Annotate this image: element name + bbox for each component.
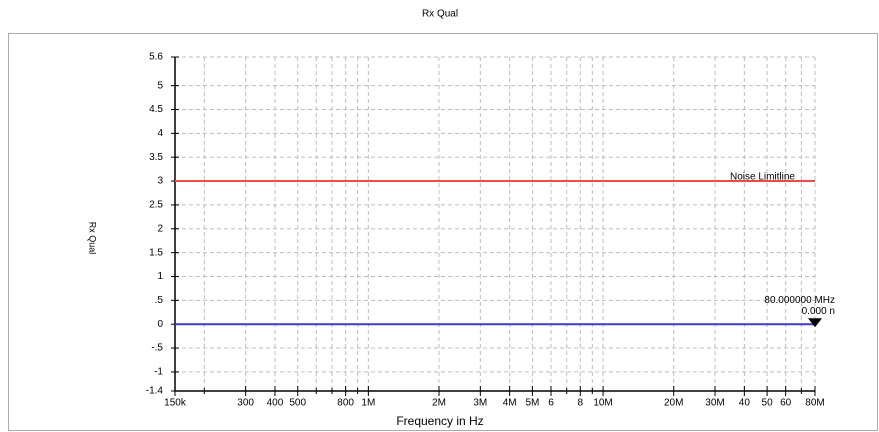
- x-tick-label: 2M: [432, 398, 446, 409]
- x-tick-label: 6: [548, 398, 554, 409]
- y-tick-label: 3.5: [149, 152, 163, 163]
- x-tick-label: 40: [739, 398, 751, 409]
- y-tick-label: 5: [157, 80, 163, 91]
- y-axis-label: Rx Qual: [88, 222, 98, 255]
- x-tick-label: 150k: [164, 398, 187, 409]
- x-tick-label: 400: [267, 398, 284, 409]
- y-tick-label: 4: [157, 128, 163, 139]
- x-tick-label: 8: [578, 398, 584, 409]
- marker-label: 80.000000 MHz: [764, 295, 835, 306]
- x-tick-label: 1M: [361, 398, 375, 409]
- x-axis-label: Frequency in Hz: [396, 414, 483, 428]
- x-tick-label: 500: [289, 398, 306, 409]
- y-tick-label: 1: [157, 271, 163, 282]
- marker-label: 0.000 n: [802, 306, 835, 317]
- chart-title: Rx Qual: [422, 9, 458, 20]
- y-tick-label: 0: [157, 319, 163, 330]
- marker: [808, 318, 822, 328]
- y-tick-label: -.5: [151, 343, 163, 354]
- x-tick-label: 3M: [473, 398, 487, 409]
- y-tick-label: -1: [154, 367, 163, 378]
- y-tick-label: 5.6: [149, 52, 163, 63]
- x-tick-label: 60: [780, 398, 792, 409]
- series-label: Noise Limitline: [730, 172, 795, 183]
- x-tick-label: 10M: [593, 398, 612, 409]
- x-tick-label: 800: [337, 398, 354, 409]
- x-tick-label: 80M: [805, 398, 824, 409]
- y-tick-label: 2: [157, 223, 163, 234]
- y-tick-label: .5: [155, 295, 164, 306]
- x-tick-label: 4M: [503, 398, 517, 409]
- x-tick-label: 20M: [664, 398, 683, 409]
- x-tick-label: 30M: [705, 398, 724, 409]
- y-tick-label: 2.5: [149, 200, 163, 211]
- x-tick-label: 5M: [525, 398, 539, 409]
- x-tick-label: 50: [762, 398, 774, 409]
- frame: [8, 33, 878, 431]
- y-tick-label: 1.5: [149, 247, 163, 258]
- x-tick-label: 300: [237, 398, 254, 409]
- y-tick-label: 3: [157, 176, 163, 187]
- y-tick-label: -1.4: [146, 386, 164, 397]
- y-tick-label: 4.5: [149, 104, 163, 115]
